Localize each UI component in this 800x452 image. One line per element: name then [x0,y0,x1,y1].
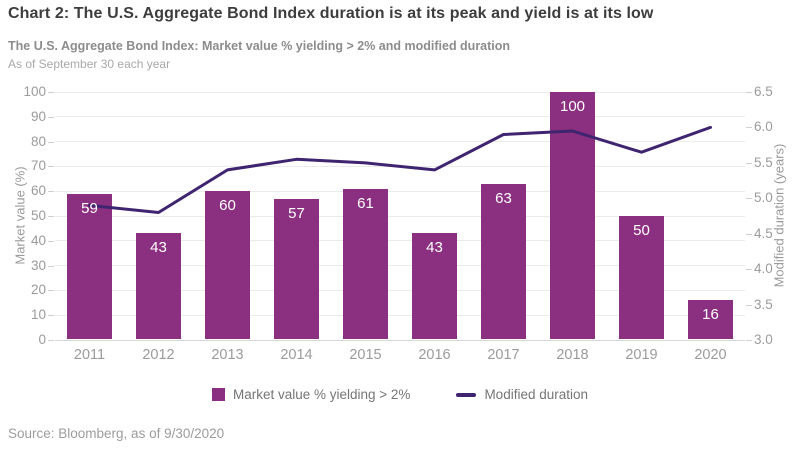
x-axis-label: 2015 [349,347,382,363]
x-axis-label: 2011 [73,347,106,363]
left-axis-tick: 50 [30,208,46,223]
right-tick-mark [746,127,752,129]
chart-title: Chart 2: The U.S. Aggregate Bond Index d… [8,5,654,22]
gridline [55,165,745,167]
x-axis-label: 2014 [280,347,313,363]
gridline [55,190,745,192]
right-tick-mark [746,269,752,271]
x-axis-label: 2019 [625,347,658,363]
right-tick-mark [746,233,752,235]
right-axis-tick: 4.5 [754,225,773,241]
bar-value-label: 50 [633,222,650,239]
bar-value-label: 16 [702,306,719,324]
bar-value-label: 61 [357,194,374,212]
bar-2012 [136,233,181,339]
right-axis-tick: 5.5 [754,154,773,170]
left-tick-mark [48,240,54,242]
legend-label-market-value: Market value % yielding > 2% [232,387,411,402]
right-tick-mark [746,162,752,164]
left-axis-tick: 70 [30,158,46,174]
gridline [55,289,745,291]
left-axis-tick: 100 [23,84,46,99]
right-axis-tick: 3.5 [754,296,773,312]
bar-series-swatch-icon [211,388,225,401]
chart-asof-note: As of September 30 each year [8,57,171,71]
gridline [55,339,745,341]
bar-value-label: 63 [495,189,512,207]
left-axis-tick: 80 [30,133,46,149]
left-tick-mark [48,191,54,193]
left-axis-tick: 40 [30,232,46,248]
right-axis-tick: 4.0 [754,261,773,277]
bar-value-label: 43 [426,239,443,257]
line-series-swatch-icon [456,392,477,397]
gridline [55,314,745,316]
left-tick-mark [48,290,54,292]
gridline [55,215,745,217]
x-axis-labels: 2011 2012 2013 2014 2015 2016 2017 2018 2019 2020 [55,347,745,365]
right-axis-tick: 6.0 [754,119,773,135]
bar-2013 [205,191,250,339]
left-axis-tick: 60 [30,183,46,199]
bar-value-label: 60 [219,197,236,215]
right-axis-tick: 5.0 [754,190,773,206]
bar-value-label: 43 [150,239,167,257]
bar-2014 [274,198,319,339]
left-tick-mark [48,340,54,341]
left-tick-mark [48,116,54,118]
gridline [55,91,745,93]
left-tick-mark [48,141,54,143]
bar-value-label: 100 [559,98,586,115]
left-tick-mark [48,166,54,168]
x-axis-label: 2013 [211,347,244,363]
right-axis-tick: 6.5 [754,84,773,99]
bar-2011 [67,193,112,339]
left-axis-tick: 90 [30,108,46,124]
bar-2020 [688,300,733,339]
x-axis-label: 2016 [418,347,451,363]
gridline [55,141,745,143]
right-tick-mark [746,304,752,306]
left-tick-mark [48,216,54,217]
x-axis-label: 2018 [556,347,589,363]
left-tick-mark [48,265,54,267]
gridline [55,240,745,242]
right-tick-mark [746,198,752,200]
bar-2017 [481,183,526,339]
gridline [55,265,745,267]
bar-2016 [412,233,457,339]
left-axis-tick: 20 [30,282,46,298]
plot-area: 59 43 60 57 61 43 63 100 50 16 [55,91,745,341]
bar-2019 [619,216,664,339]
left-tick-mark [48,315,54,317]
x-axis-label: 2020 [694,347,727,363]
left-axis-tick: 10 [30,307,46,323]
right-tick-mark [746,340,752,341]
x-axis-label: 2012 [142,347,175,363]
left-tick-mark [48,92,54,93]
chart-subtitle: The U.S. Aggregate Bond Index: Market va… [8,39,511,53]
legend-item-modified-duration: Modified duration [456,387,588,402]
source-note: Source: Bloomberg, as of 9/30/2020 [8,426,225,441]
gridline [55,116,745,118]
bar-value-label: 57 [288,204,305,222]
left-axis-tick: 30 [30,257,46,273]
legend-label-modified-duration: Modified duration [484,387,589,402]
right-tick-mark [746,92,752,93]
x-axis-label: 2017 [487,347,520,363]
bar-2018 [550,92,595,339]
legend: Market value % yielding > 2% Modified du… [0,387,800,402]
left-axis-tick: 0 [38,332,46,347]
bar-value-label: 59 [81,199,98,217]
right-axis-tick: 3.0 [754,332,773,347]
legend-item-market-value: Market value % yielding > 2% [211,387,411,402]
